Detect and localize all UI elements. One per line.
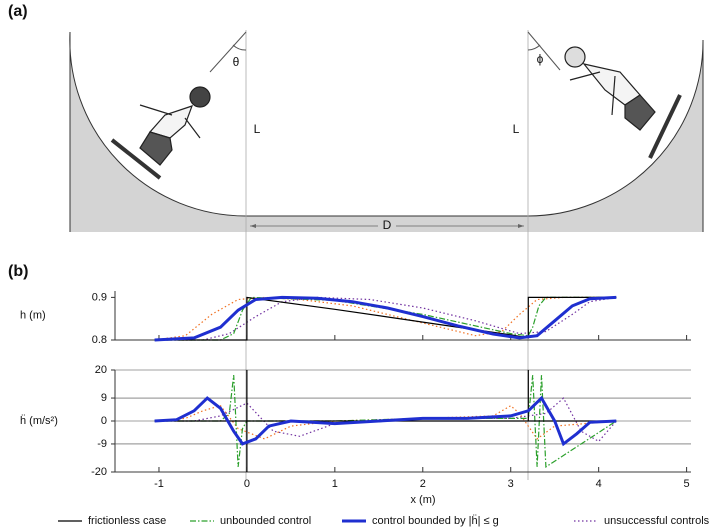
y-axis-label: h (m) — [20, 309, 46, 321]
skater-right — [564, 46, 682, 159]
y-axis-label: ḧ (m/s²) — [20, 414, 58, 427]
skater-left — [110, 86, 211, 180]
angle-label: ϕ — [537, 52, 544, 66]
data-line — [154, 395, 617, 447]
x-tick-label: 1 — [332, 478, 338, 490]
y-tick-label: 9 — [101, 392, 107, 404]
y-tick-label: 20 — [95, 364, 107, 376]
data-line — [154, 370, 617, 472]
x-tick-label: 0 — [244, 478, 250, 490]
legend-label: frictionless case — [88, 515, 166, 527]
angle-arc — [527, 44, 541, 51]
distance-label: D — [383, 218, 392, 232]
data-line — [154, 296, 617, 341]
x-tick-label: 5 — [684, 478, 690, 490]
legend-label: unsuccessful controls — [604, 515, 710, 527]
data-line — [154, 296, 617, 341]
data-line — [154, 375, 617, 468]
data-line — [154, 295, 617, 342]
legend: frictionless case unbounded control contro… — [58, 514, 710, 527]
legend-label: unbounded control — [220, 515, 311, 527]
angle-line — [527, 31, 561, 71]
data-line — [154, 296, 617, 341]
y-tick-label: -9 — [97, 438, 107, 450]
y-tick-label: 0.8 — [92, 334, 107, 346]
ramp — [69, 32, 704, 232]
data-line — [154, 404, 617, 440]
length-label: L — [513, 122, 520, 136]
x-tick-label: 4 — [596, 478, 602, 490]
x-tick-label: -1 — [154, 478, 164, 490]
length-label: L — [254, 122, 261, 136]
x-tick-label: 3 — [508, 478, 514, 490]
angle-label: θ — [233, 55, 240, 69]
panel-label: (b) — [8, 263, 28, 280]
y-tick-label: 0.9 — [92, 291, 107, 303]
legend-label: control bounded by |ḧ| ≤ g — [372, 514, 499, 527]
x-tick-label: 2 — [420, 478, 426, 490]
angle-arc — [232, 44, 247, 51]
data-line — [154, 296, 617, 341]
panel-label: (a) — [8, 3, 28, 20]
y-tick-label: 0 — [101, 415, 107, 427]
x-axis-label: x (m) — [410, 494, 435, 506]
angle-line — [209, 31, 247, 73]
y-tick-label: -20 — [91, 466, 107, 478]
data-line — [154, 397, 617, 443]
ramp-edge — [69, 31, 704, 217]
